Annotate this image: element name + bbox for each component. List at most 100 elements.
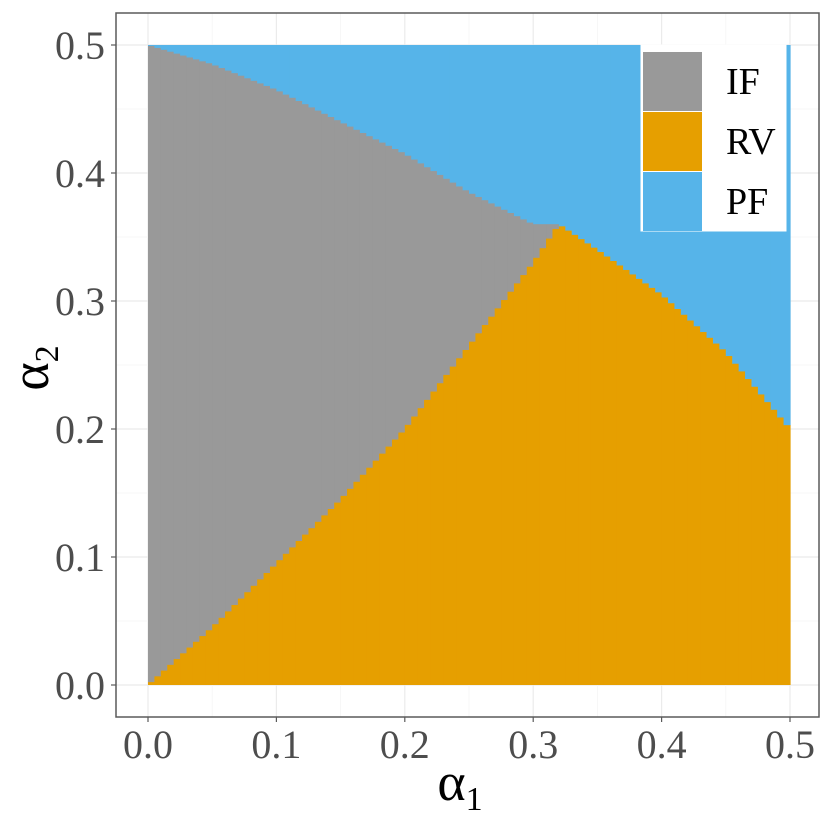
pf-region-cell <box>501 45 509 211</box>
legend: IF RV PF <box>640 44 787 232</box>
pf-region-cell <box>353 45 361 131</box>
rv-region-cell <box>391 439 399 685</box>
if-region-cell <box>218 68 226 619</box>
pf-region-cell <box>635 45 643 280</box>
rv-region-cell <box>212 624 220 685</box>
if-region-cell <box>263 85 271 574</box>
rv-region-cell <box>192 641 200 685</box>
axis-ticks: 0.0 0.1 0.2 0.3 0.4 0.5 0.0 0.1 0.2 0.3 0.4 0.5 <box>55 23 815 767</box>
rv-region-cell <box>783 425 791 685</box>
rv-region-cell <box>385 446 393 685</box>
if-region-cell <box>391 149 399 441</box>
pf-region-cell <box>424 45 432 168</box>
if-region-cell <box>186 57 194 649</box>
pf-region-cell <box>347 45 355 128</box>
rv-region-cell <box>603 256 611 685</box>
rv-region-cell <box>289 547 297 685</box>
rv-region-cell <box>687 320 695 685</box>
rv-region-cell <box>308 528 316 685</box>
if-region-cell <box>225 70 233 613</box>
rv-region-cell <box>680 314 688 685</box>
if-region-cell <box>314 110 322 523</box>
if-region-cell <box>404 155 412 426</box>
if-region-cell <box>334 120 342 504</box>
if-region-cell <box>276 91 284 561</box>
rv-region-cell <box>372 460 380 685</box>
pf-region-cell <box>302 45 310 105</box>
rv-region-cell <box>218 617 226 685</box>
if-region-cell <box>308 107 316 529</box>
rv-region-cell <box>475 333 483 685</box>
rv-region-cell <box>635 278 643 685</box>
pf-region-cell <box>231 45 239 74</box>
rv-region-cell <box>160 670 168 685</box>
pf-region-cell <box>507 45 515 214</box>
if-region-cell <box>469 193 477 343</box>
rv-region-cell <box>379 453 387 685</box>
rv-region-cell <box>533 257 541 685</box>
rv-region-cell <box>777 417 785 685</box>
pf-region-cell <box>590 45 598 249</box>
rv-region-cell <box>700 332 708 685</box>
if-region-cell <box>513 216 521 284</box>
pf-region-cell <box>257 45 265 84</box>
if-region-cell <box>327 117 335 510</box>
rv-region-cell <box>276 560 284 685</box>
rv-region-cell <box>302 534 310 685</box>
if-region-cell <box>173 53 181 660</box>
rv-region-cell <box>257 579 265 685</box>
if-region-cell <box>417 163 425 409</box>
rv-region-cell <box>539 248 547 685</box>
rv-region-cell <box>404 424 412 685</box>
x-tick-label: 0.0 <box>123 722 173 767</box>
rv-region-cell <box>449 366 457 685</box>
pf-region-cell <box>314 45 322 112</box>
if-region-cell <box>501 209 509 301</box>
pf-region-cell <box>180 45 188 57</box>
rv-region-cell <box>693 326 701 685</box>
pf-region-cell <box>205 45 213 64</box>
y-tick-label: 0.4 <box>55 151 105 196</box>
rv-region-cell <box>411 416 419 685</box>
rv-region-cell <box>668 303 676 685</box>
rv-region-cell <box>430 391 438 685</box>
pf-region-cell <box>578 45 586 240</box>
pf-region-cell <box>321 45 329 115</box>
rv-region-cell <box>469 341 477 685</box>
legend-key-if <box>643 52 702 111</box>
pf-region-cell <box>308 45 316 108</box>
pf-region-cell <box>327 45 335 118</box>
rv-region-cell <box>295 541 303 685</box>
pf-region-cell <box>436 45 444 176</box>
rv-region-cell <box>706 337 714 685</box>
pf-region-cell <box>398 45 406 153</box>
if-region-cell <box>430 171 438 393</box>
if-region-cell <box>379 142 387 455</box>
if-region-cell <box>205 63 213 631</box>
rv-region-cell <box>501 300 509 685</box>
rv-region-cell <box>327 509 335 685</box>
rv-region-cell <box>417 408 425 685</box>
pf-region-cell <box>192 45 200 60</box>
rv-region-cell <box>334 502 342 685</box>
rv-region-cell <box>507 291 515 685</box>
rv-region-cell <box>764 402 772 685</box>
pf-region-cell <box>167 45 175 53</box>
pf-region-cell <box>404 45 412 157</box>
pf-region-cell <box>520 45 528 220</box>
rv-region-cell <box>648 287 656 685</box>
rv-region-cell <box>148 682 156 685</box>
pf-region-cell <box>623 45 631 271</box>
if-region-cell <box>192 59 200 643</box>
rv-region-cell <box>205 630 213 685</box>
rv-region-cell <box>436 383 444 685</box>
if-region-cell <box>340 123 348 497</box>
pf-region-cell <box>154 45 162 49</box>
pf-region-cell <box>629 45 637 276</box>
pf-region-cell <box>481 45 489 201</box>
pf-region-cell <box>546 45 554 225</box>
plot-border <box>115 12 820 718</box>
if-region-cell <box>456 186 464 359</box>
rv-region-cell <box>456 358 464 685</box>
if-region-cell <box>462 190 470 351</box>
